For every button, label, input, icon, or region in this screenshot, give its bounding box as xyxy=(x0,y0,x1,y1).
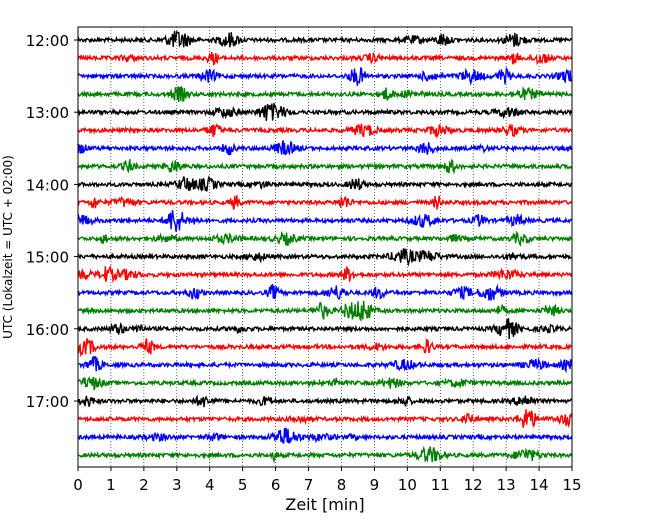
x-tick-label: 7 xyxy=(304,476,314,494)
trace-line xyxy=(77,230,573,247)
x-axis-label: Zeit [min] xyxy=(285,495,364,514)
trace-line xyxy=(77,210,573,232)
trace-line xyxy=(77,427,573,444)
trace-line xyxy=(77,174,573,193)
grid-lines xyxy=(110,27,540,467)
x-tick-label: 2 xyxy=(139,476,149,494)
trace-line xyxy=(77,317,572,340)
x-tick-label: 5 xyxy=(238,476,248,494)
trace-line xyxy=(77,248,573,267)
x-tick-label: 4 xyxy=(205,476,215,494)
trace-line xyxy=(77,123,573,139)
trace-line xyxy=(77,264,573,284)
seismic-traces xyxy=(77,30,573,464)
y-tick-label: 12:00 xyxy=(26,32,69,50)
y-tick-label: 13:00 xyxy=(26,104,69,122)
trace-line xyxy=(77,140,573,156)
x-tick-label: 11 xyxy=(431,476,450,494)
trace-line xyxy=(77,103,573,121)
y-tick-label: 16:00 xyxy=(26,321,69,339)
plot-area-frame xyxy=(77,26,573,468)
trace-line xyxy=(77,445,573,464)
trace-line xyxy=(77,283,573,301)
x-tick-label: 10 xyxy=(398,476,417,494)
y-axis-label: UTC (Lokalzeit = UTC + 02:00) xyxy=(1,155,15,339)
trace-line xyxy=(77,66,573,86)
x-tick-label: 13 xyxy=(497,476,516,494)
x-tick-label: 6 xyxy=(271,476,281,494)
trace-line xyxy=(77,30,572,48)
y-tick-label: 17:00 xyxy=(26,393,69,411)
trace-line xyxy=(77,300,572,322)
trace-line xyxy=(77,355,573,374)
trace-line xyxy=(77,375,573,391)
trace-line xyxy=(77,51,573,66)
trace-line xyxy=(77,195,573,210)
trace-line xyxy=(77,409,573,429)
x-tick-label: 9 xyxy=(370,476,380,494)
trace-line xyxy=(77,85,573,103)
y-tick-label: 15:00 xyxy=(26,249,69,267)
x-tick-label: 12 xyxy=(464,476,483,494)
x-tick-label: 0 xyxy=(73,476,83,494)
y-axis-ticks: 12:00 13:00 14:00 15:00 16:00 17:00 xyxy=(26,32,78,411)
trace-line xyxy=(77,394,572,408)
x-tick-label: 15 xyxy=(562,476,581,494)
x-tick-label: 1 xyxy=(106,476,116,494)
x-axis-ticks: 0 1 2 3 4 5 6 7 8 9 10 11 12 13 14 15 xyxy=(73,467,582,494)
x-tick-label: 8 xyxy=(337,476,347,494)
x-tick-label: 14 xyxy=(530,476,549,494)
y-tick-label: 14:00 xyxy=(26,176,69,194)
trace-line xyxy=(77,338,572,358)
trace-line xyxy=(77,158,573,175)
x-tick-label: 3 xyxy=(172,476,182,494)
